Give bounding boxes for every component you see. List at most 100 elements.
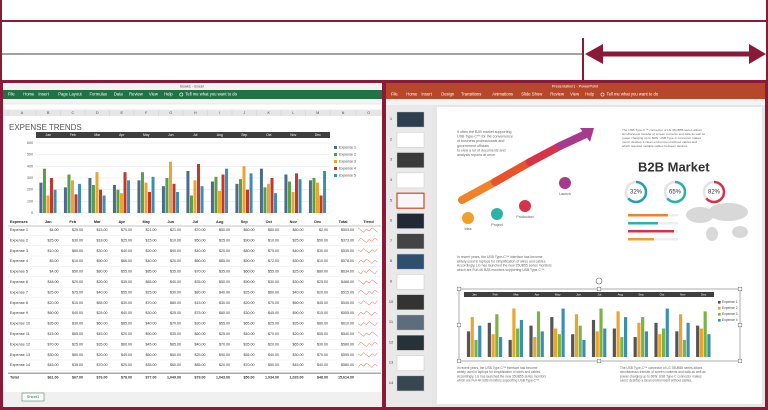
ribbon-tab[interactable]: Slide Show xyxy=(521,92,543,97)
legend-swatch xyxy=(334,153,337,156)
slide-thumbnail[interactable] xyxy=(396,192,425,209)
slide-number: 14 xyxy=(389,380,394,385)
slide-thumbnail[interactable] xyxy=(396,132,425,148)
ribbon-tab[interactable]: File xyxy=(391,92,398,97)
bar xyxy=(42,168,46,213)
slide-thumbnail[interactable] xyxy=(396,253,425,270)
sparkline xyxy=(357,258,378,264)
slide-thumbnail[interactable] xyxy=(396,355,425,371)
x-tick-label: Jul xyxy=(193,133,198,137)
ribbon-tab[interactable]: Insert xyxy=(38,92,49,97)
resize-handle[interactable] xyxy=(737,322,743,328)
ribbon-tab[interactable]: Help xyxy=(585,92,594,97)
sparkline xyxy=(357,331,378,337)
cell: $20.00 xyxy=(97,353,108,357)
row-label: Expense 11 xyxy=(10,332,30,336)
cell: $80.00 xyxy=(97,270,108,274)
ribbon-tab[interactable]: Data xyxy=(114,92,124,97)
step-icon xyxy=(559,177,571,189)
bar xyxy=(679,314,683,357)
ribbon-tab[interactable]: Help xyxy=(164,92,173,97)
table-header: Total xyxy=(339,220,348,224)
resize-handle[interactable] xyxy=(737,286,743,292)
row-label: Expense 3 xyxy=(10,249,28,253)
resize-handle[interactable] xyxy=(596,286,602,292)
ribbon-tab[interactable]: Design xyxy=(441,92,455,97)
ribbon-tab[interactable]: Animations xyxy=(492,92,513,97)
tell-me[interactable]: Tell me what you want to do xyxy=(185,92,237,97)
paragraph-line: USB Type-C™ for the convenience xyxy=(457,135,513,139)
slide-thumbnail[interactable] xyxy=(396,213,425,229)
resize-handle[interactable] xyxy=(456,286,462,292)
bar xyxy=(99,189,103,213)
cell: $30.00 xyxy=(293,353,304,357)
sparkline xyxy=(357,237,378,243)
slide-thumbnail[interactable] xyxy=(396,375,425,392)
x-tick-label: Nov xyxy=(680,292,686,296)
slide-thumbnail[interactable] xyxy=(396,233,425,250)
cell: $45.00 xyxy=(317,301,328,305)
table-header: Mar xyxy=(94,220,101,224)
slide-thumbnail[interactable] xyxy=(396,314,425,331)
cell: $25.00 xyxy=(268,322,279,326)
ribbon-tab[interactable]: Review xyxy=(129,92,144,97)
slide-number: 12 xyxy=(389,339,394,344)
ribbon-tab[interactable]: Page Layout xyxy=(58,92,82,97)
resize-handle[interactable] xyxy=(456,322,462,328)
sheet-tab-label[interactable]: Sheet1 xyxy=(27,394,40,399)
rotate-handle[interactable] xyxy=(595,277,603,285)
slide-thumbnail[interactable] xyxy=(396,152,425,168)
cell: $25.00 xyxy=(121,363,132,367)
cell: $85.00 xyxy=(195,363,206,367)
paragraph-line: analysis reports at once. xyxy=(457,153,496,157)
ribbon-tab[interactable]: View xyxy=(149,92,159,97)
cell: $25.00 xyxy=(244,290,255,294)
ribbon-tab[interactable]: Transitions xyxy=(461,92,481,97)
table-header: May xyxy=(143,220,151,224)
resize-handle[interactable] xyxy=(737,358,743,364)
legend-swatch xyxy=(334,160,337,163)
paragraph-line: simultaneous transfer of screen contents… xyxy=(620,370,706,374)
cell: $40.00 xyxy=(195,342,206,346)
bar xyxy=(516,328,520,357)
ppt-titlebar xyxy=(386,83,765,90)
ribbon-tab[interactable]: File xyxy=(8,92,15,97)
cell: $35.00 xyxy=(121,280,132,284)
slide-thumbnail[interactable] xyxy=(396,294,425,310)
cell: $20.00 xyxy=(268,342,279,346)
arrow-step xyxy=(526,142,564,166)
cell: $20.00 xyxy=(72,280,83,284)
ribbon-tab[interactable]: Home xyxy=(406,92,418,97)
ribbon-tab[interactable]: View xyxy=(570,92,580,97)
cell: $65.00 xyxy=(146,280,157,284)
ribbon-tab[interactable]: Home xyxy=(23,92,35,97)
ribbon-tab[interactable]: Review xyxy=(550,92,565,97)
cell: $50.00 xyxy=(219,280,230,284)
bar xyxy=(536,311,541,357)
cell: $60.00 xyxy=(97,322,108,326)
cell: $85.00 xyxy=(146,270,157,274)
x-tick-label: Jan xyxy=(46,133,52,137)
resize-handle[interactable] xyxy=(596,358,602,364)
ribbon-tab[interactable]: Insert xyxy=(421,92,432,97)
resize-handle[interactable] xyxy=(456,358,462,364)
step-label: Idea xyxy=(465,227,472,231)
cell: $35.00 xyxy=(146,363,157,367)
slide-thumbnail[interactable] xyxy=(396,172,425,189)
cell: $60.00 xyxy=(244,228,255,232)
x-tick-label: May xyxy=(143,133,150,137)
cell: $55.00 xyxy=(219,322,230,326)
bar xyxy=(591,319,596,357)
table-header: Nov xyxy=(290,220,298,224)
slide-thumbnail[interactable] xyxy=(396,335,425,351)
tell-me[interactable]: Tell me what you want to do xyxy=(607,92,659,97)
slide-thumbnail[interactable] xyxy=(396,274,425,290)
sparkline xyxy=(357,248,378,254)
cell: 1,049.00 xyxy=(167,376,181,380)
slide-thumbnail[interactable] xyxy=(396,111,425,128)
ribbon-tab[interactable]: Formulas xyxy=(90,92,107,97)
bar xyxy=(168,161,172,213)
cell: $15.00 xyxy=(97,228,108,232)
sparkline xyxy=(357,341,378,347)
bar xyxy=(595,331,599,357)
